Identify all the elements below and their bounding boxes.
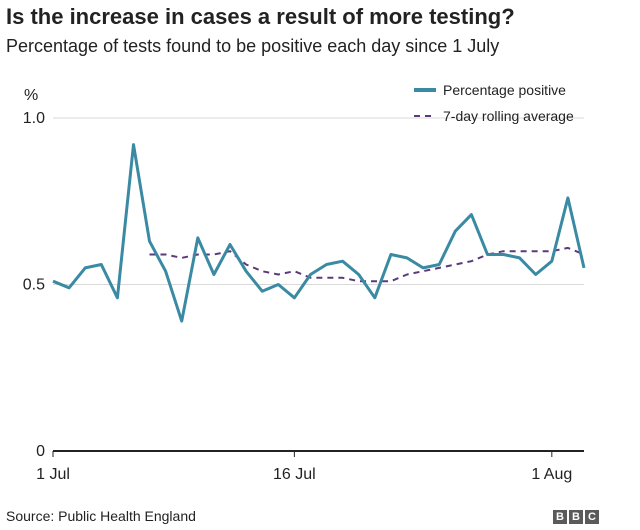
x-axis: 1 Jul 16 Jul 1 Aug <box>36 450 584 483</box>
legend: Percentage positive 7-day rolling average <box>414 82 574 124</box>
percentage-positive-line <box>52 143 586 323</box>
chart-title: Is the increase in cases a result of mor… <box>6 4 515 29</box>
source-note: Source: Public Health England <box>6 508 196 524</box>
x-tick-label: 1 Jul <box>36 466 70 483</box>
logo-letter: B <box>569 510 583 524</box>
gridlines <box>53 117 584 285</box>
rolling-average-line <box>149 246 585 283</box>
chart-subtitle: Percentage of tests found to be positive… <box>6 36 500 56</box>
logo-letter: C <box>585 510 599 524</box>
y-axis-ticks: 0 0.5 1.0 <box>23 110 45 460</box>
y-tick-label: 0 <box>36 443 45 460</box>
bbc-logo: B B C <box>553 510 599 524</box>
x-tick-label: 1 Aug <box>531 466 572 483</box>
y-tick-label: 0.5 <box>23 277 45 294</box>
logo-letter: B <box>553 510 567 524</box>
legend-label: 7-day rolling average <box>443 108 574 124</box>
legend-label: Percentage positive <box>443 82 566 98</box>
series-lines <box>52 143 586 323</box>
y-tick-label: 1.0 <box>23 110 45 127</box>
y-axis-label: % <box>24 87 38 104</box>
x-tick-label: 16 Jul <box>273 466 316 483</box>
